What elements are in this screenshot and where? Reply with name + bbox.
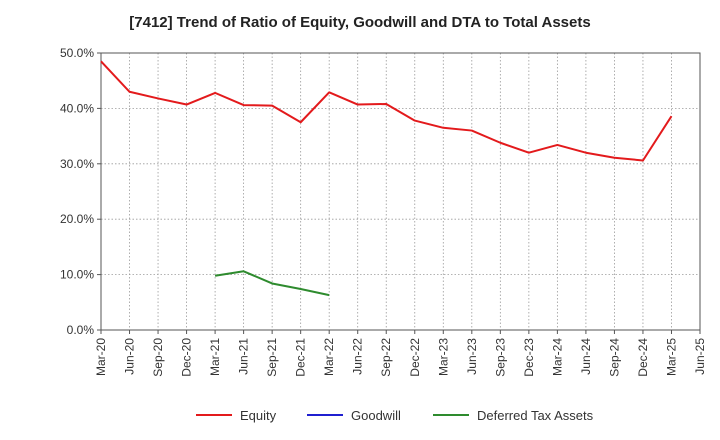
legend-label: Goodwill <box>351 408 401 423</box>
x-axis-ticks: Mar-20 Jun-20 Sep-20 Dec-20 Mar-21 Jun-21 Sep-… <box>94 330 707 377</box>
x-tick-label: Sep-23 <box>493 338 507 377</box>
axes <box>100 52 701 331</box>
x-tick-label: Dec-21 <box>294 338 308 377</box>
x-tick-label: Jun-24 <box>579 338 593 375</box>
y-tick-label: 40.0% <box>60 101 94 115</box>
x-tick-label: Mar-21 <box>208 338 222 376</box>
y-tick-label: 10.0% <box>60 268 94 282</box>
x-tick-label: Sep-21 <box>265 338 279 377</box>
x-tick-label: Jun-23 <box>465 338 479 375</box>
x-tick-label: Sep-22 <box>379 338 393 377</box>
x-tick-label: Mar-24 <box>550 338 564 376</box>
y-tick-label: 0.0% <box>67 323 95 337</box>
series-line-equity <box>100 60 673 162</box>
grid <box>100 52 701 331</box>
chart-title: [7412] Trend of Ratio of Equity, Goodwil… <box>129 14 591 31</box>
y-axis-ticks: 0.0% 10.0% 20.0% 30.0% 40.0% 50.0% <box>60 46 101 337</box>
x-tick-label: Jun-25 <box>693 338 707 375</box>
legend-label: Deferred Tax Assets <box>477 408 594 423</box>
x-tick-label: Sep-20 <box>151 338 165 377</box>
x-tick-label: Mar-20 <box>94 338 108 376</box>
x-tick-label: Mar-25 <box>664 338 678 376</box>
x-tick-label: Dec-23 <box>522 338 536 377</box>
x-tick-label: Jun-22 <box>351 338 365 375</box>
plot-frame <box>100 52 701 331</box>
series-line-deferred-tax-assets <box>214 270 330 297</box>
x-tick-label: Dec-24 <box>636 338 650 377</box>
x-tick-label: Mar-22 <box>322 338 336 376</box>
legend: Equity Goodwill Deferred Tax Assets <box>196 408 594 423</box>
x-tick-label: Mar-23 <box>436 338 450 376</box>
x-tick-label: Jun-20 <box>123 338 137 375</box>
x-tick-label: Dec-22 <box>408 338 422 377</box>
x-tick-label: Sep-24 <box>607 338 621 377</box>
series-lines <box>100 60 673 297</box>
y-tick-label: 20.0% <box>60 212 94 226</box>
y-tick-label: 50.0% <box>60 46 94 60</box>
legend-label: Equity <box>240 408 277 423</box>
y-tick-label: 30.0% <box>60 157 94 171</box>
x-tick-label: Jun-21 <box>237 338 251 375</box>
x-tick-label: Dec-20 <box>180 338 194 377</box>
